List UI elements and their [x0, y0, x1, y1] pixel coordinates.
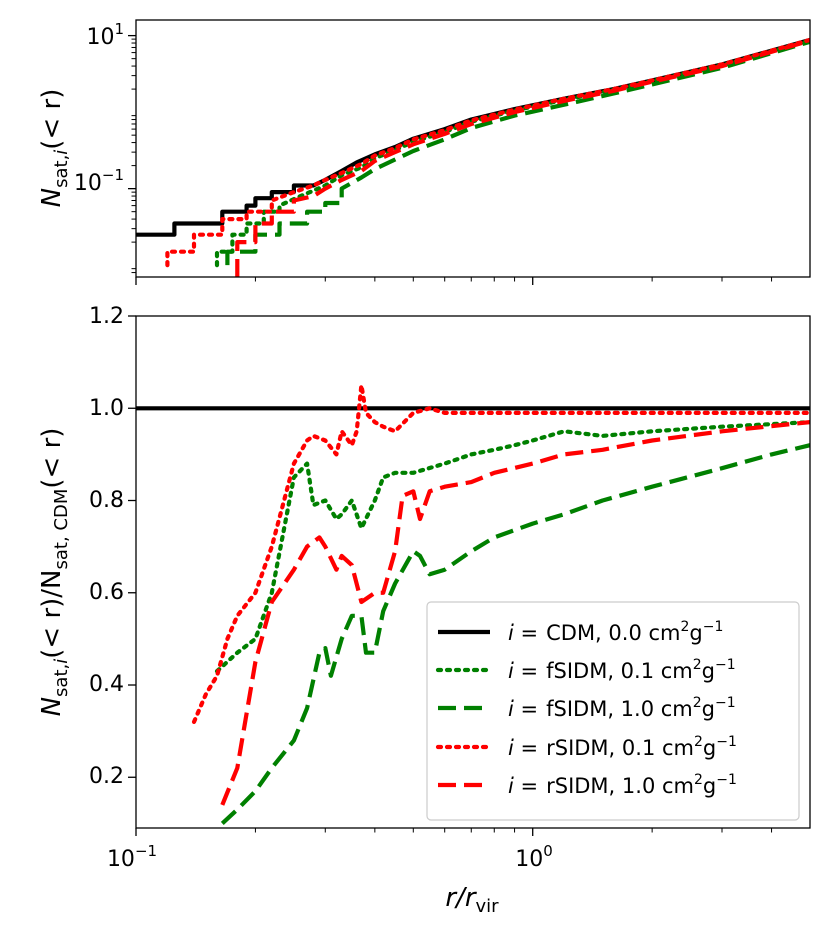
legend-label-rsidm-1.0-text: rSIDM, 1.0 cm	[546, 774, 694, 798]
top-axes-frame	[135, 19, 811, 278]
legend-label-fsidm-0.1-mid: g	[702, 659, 715, 683]
bottom-xtick-label-0.1-base: 10	[107, 847, 135, 872]
top-y-axis-label: Nsat,i(< r)	[37, 89, 72, 208]
legend-label-rsidm-1.0-prefix: i =	[508, 774, 538, 798]
top-ytick-label-10: 101	[86, 20, 124, 50]
legend-label-rsidm-1.0-mid: g	[703, 774, 716, 798]
legend-label-cdm-mid: g	[689, 621, 702, 645]
legend-label-rsidm-1.0-sup1: 2	[694, 772, 703, 788]
bottom-series-fsidm-1.0	[220, 443, 810, 825]
bottom-ylabel-sub1: sat,	[51, 664, 72, 697]
top-series-rsidm-1.0	[235, 38, 810, 277]
legend-label-rsidm-1.0: i = rSIDM, 1.0 cm2g−1	[508, 772, 737, 798]
bottom-ytick-label-0.4: 0.4	[89, 672, 124, 697]
legend-swatches	[435, 629, 493, 788]
legend-label-rsidm-0.1-sup2: −1	[716, 734, 737, 750]
top-x-ticks	[135, 277, 773, 285]
bottom-y-ticks	[128, 315, 136, 778]
legend-label-fsidm-1.0: i = fSIDM, 1.0 cm2g−1	[508, 695, 736, 721]
bottom-ylabel-mid: (< r)/N	[37, 570, 67, 659]
legend-label-fsidm-1.0-mid: g	[702, 697, 715, 721]
top-series-fsidm-0.1	[214, 38, 810, 268]
legend-label-rsidm-1.0-sup2: −1	[716, 772, 737, 788]
legend-label-fsidm-0.1: i = fSIDM, 0.1 cm2g−1	[508, 657, 736, 683]
bottom-xtick-label-1-exp: 0	[543, 842, 553, 860]
bottom-ytick-label-0.2: 0.2	[89, 764, 124, 789]
bottom-ytick-label-1.2: 1.2	[89, 304, 124, 329]
top-ytick-label-10-base: 10	[86, 25, 114, 50]
legend-label-fsidm-1.0-text: fSIDM, 1.0 cm	[546, 697, 693, 721]
bottom-xtick-label-1-base: 10	[515, 847, 543, 872]
bottom-ytick-label-0.6: 0.6	[89, 580, 124, 605]
bottom-xlabel-main: r/r	[445, 883, 477, 913]
bottom-y-axis-label: Nsat,i(< r)/Nsat, CDM(< r)	[37, 428, 72, 717]
legend: i = CDM, 0.0 cm2g−1 i = fSIDM, 0.1 cm2g−1 …	[426, 601, 800, 821]
legend-label-rsidm-0.1-mid: g	[703, 736, 716, 760]
top-ylabel-tail: (< r)	[37, 89, 67, 150]
top-y-ticks	[128, 34, 136, 274]
bottom-series-lines	[136, 383, 810, 825]
legend-label-fsidm-1.0-sup2: −1	[715, 695, 736, 711]
top-ytick-label-10-exp: 1	[114, 20, 124, 38]
legend-frame	[426, 601, 800, 821]
top-ytick-label-0.1: 10−1	[74, 166, 124, 196]
top-ytick-label-0.1-base: 10	[74, 171, 102, 196]
legend-label-fsidm-0.1-prefix: i =	[508, 659, 538, 683]
top-ylabel-main: N	[37, 188, 67, 207]
top-ylabel-sub-i: i	[51, 150, 72, 155]
legend-label-cdm-text: CDM, 0.0 cm	[546, 621, 680, 645]
bottom-series-rsidm-0.1	[191, 383, 810, 725]
top-series-lines	[136, 37, 810, 277]
bottom-xtick-label-1: 100	[515, 842, 553, 872]
legend-label-cdm-sup1: 2	[681, 619, 690, 635]
bottom-ylabel-sub-i: i	[51, 659, 72, 664]
bottom-x-axis-label: r/rvir	[445, 883, 499, 917]
legend-label-fsidm-0.1-text: fSIDM, 0.1 cm	[546, 659, 693, 683]
legend-label-cdm-prefix: i =	[508, 621, 538, 645]
legend-label-rsidm-0.1-sup1: 2	[694, 734, 703, 750]
legend-label-fsidm-1.0-prefix: i =	[508, 697, 538, 721]
legend-label-rsidm-0.1-prefix: i =	[508, 736, 538, 760]
legend-label-fsidm-0.1-sup2: −1	[715, 657, 736, 673]
bottom-xtick-label-0.1-exp: −1	[135, 842, 157, 860]
top-series-rsidm-0.1	[165, 37, 810, 268]
bottom-xtick-label-0.1: 10−1	[107, 842, 157, 872]
top-ytick-label-0.1-exp: −1	[102, 166, 124, 184]
bottom-axes-frame	[135, 315, 811, 829]
bottom-ylabel-main: N	[37, 697, 67, 716]
legend-label-fsidm-1.0-sup1: 2	[693, 695, 702, 711]
legend-label-cdm-sup2: −1	[703, 619, 724, 635]
legend-label-fsidm-0.1-sup1: 2	[693, 657, 702, 673]
bottom-x-ticks	[135, 828, 773, 836]
legend-label-cdm: i = CDM, 0.0 cm2g−1	[508, 619, 723, 645]
bottom-series-rsidm-1.0	[220, 420, 810, 806]
bottom-ytick-label-0.8: 0.8	[89, 488, 124, 513]
top-panel: 101 10−1 Nsat,i(< r)	[37, 19, 811, 285]
bottom-panel: 10−1 100 0.2 0.4 0.6 0.8 1.0 1.2 r/rvir …	[37, 304, 811, 917]
legend-label-rsidm-0.1-text: rSIDM, 0.1 cm	[546, 736, 694, 760]
bottom-ylabel-sub2: sat, CDM	[51, 489, 72, 570]
bottom-series-fsidm-0.1	[214, 420, 810, 674]
bottom-xlabel-sub: vir	[476, 896, 500, 917]
bottom-ytick-label-1.0: 1.0	[89, 396, 124, 421]
bottom-ylabel-tail: (< r)	[37, 428, 67, 489]
top-series-fsidm-1.0	[225, 39, 810, 266]
legend-label-rsidm-0.1: i = rSIDM, 0.1 cm2g−1	[508, 734, 737, 760]
top-ylabel-sub: sat,	[51, 155, 72, 188]
